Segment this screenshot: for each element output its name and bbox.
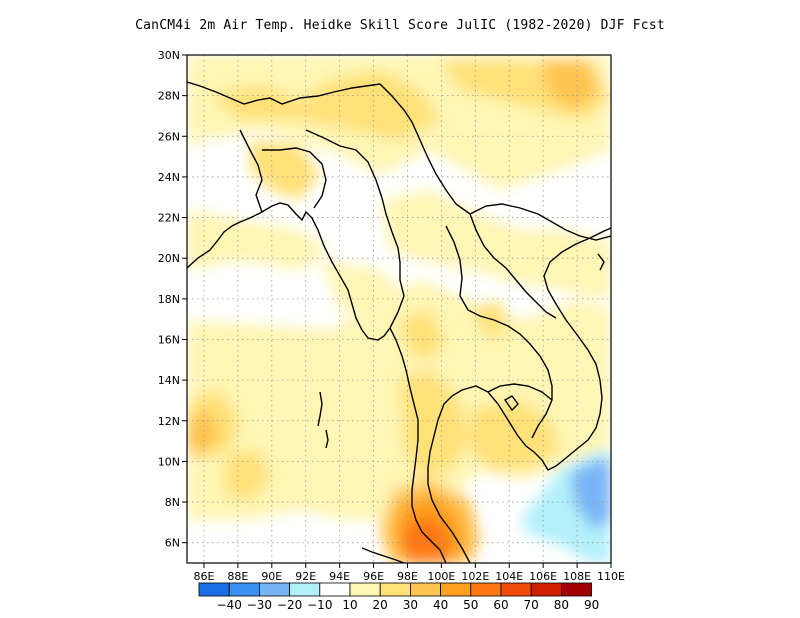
- colorbar-label: 80: [554, 598, 569, 612]
- lon-tick-label: 88E: [227, 570, 248, 583]
- lat-tick-label: 28N: [158, 90, 180, 103]
- colorbar-box: [349, 582, 381, 597]
- colorbar-box: [319, 582, 351, 597]
- latitude-ticks: 6N 8N 10N 12N 14N 16N 18N 20N 22N 24N 26N 28N 30N: [158, 49, 187, 550]
- colorbar-box: [258, 582, 290, 597]
- colorbar-box: [409, 582, 441, 597]
- longitude-ticks: 86E 88E 90E 92E 94E 96E 98E 100E 102E 104E 106E 108…: [193, 563, 625, 583]
- lat-tick-label: 14N: [158, 374, 180, 387]
- lat-tick-label: 20N: [158, 252, 180, 265]
- map-title: CanCM4i 2m Air Temp. Heidke Skill Score …: [135, 18, 665, 33]
- map-grid: [187, 55, 611, 563]
- colorbar: −40 −30 −20 −10 10 20 30 40 50 60 70 80 90: [198, 582, 599, 612]
- lon-tick-label: 104E: [495, 570, 523, 583]
- lon-tick-label: 108E: [563, 570, 591, 583]
- lon-tick-label: 90E: [261, 570, 282, 583]
- lat-tick-label: 26N: [158, 130, 180, 143]
- colorbar-box: [228, 582, 260, 597]
- colorbar-box: [198, 582, 230, 597]
- colorbar-label: 40: [433, 598, 448, 612]
- colorbar-box: [379, 582, 411, 597]
- colorbar-box: [289, 582, 321, 597]
- colorbar-box: [561, 582, 593, 597]
- colorbar-label: 20: [373, 598, 388, 612]
- lat-tick-label: 24N: [158, 171, 180, 184]
- colorbar-label: 50: [463, 598, 478, 612]
- colorbar-label: 10: [342, 598, 357, 612]
- lat-tick-label: 6N: [165, 537, 180, 550]
- lat-tick-label: 8N: [165, 496, 180, 509]
- lat-tick-label: 22N: [158, 212, 180, 225]
- lon-tick-label: 98E: [397, 570, 418, 583]
- colorbar-label: 90: [584, 598, 599, 612]
- lat-tick-label: 12N: [158, 415, 180, 428]
- coastlines-and-borders: [187, 81, 611, 563]
- colorbar-box: [470, 582, 502, 597]
- colorbar-label: −20: [277, 598, 302, 612]
- colorbar-label: 30: [403, 598, 418, 612]
- lat-tick-label: 30N: [158, 49, 180, 62]
- colorbar-label: −10: [307, 598, 332, 612]
- colorbar-label: −40: [217, 598, 242, 612]
- colorbar-box: [500, 582, 532, 597]
- colorbar-label: −30: [247, 598, 272, 612]
- lon-tick-label: 100E: [427, 570, 455, 583]
- lon-tick-label: 106E: [529, 570, 557, 583]
- colorbar-label: 70: [524, 598, 539, 612]
- colorbar-box: [440, 582, 472, 597]
- lat-tick-label: 10N: [158, 455, 180, 468]
- lon-tick-label: 96E: [363, 570, 384, 583]
- lat-tick-label: 18N: [158, 293, 180, 306]
- plot-frame: [186, 54, 612, 564]
- lon-tick-label: 92E: [295, 570, 316, 583]
- lon-tick-label: 102E: [461, 570, 489, 583]
- colorbar-box: [530, 582, 562, 597]
- colorbar-label: 60: [493, 598, 508, 612]
- lon-tick-label: 86E: [193, 570, 214, 583]
- lon-tick-label: 110E: [597, 570, 625, 583]
- lat-tick-label: 16N: [158, 333, 180, 346]
- lon-tick-label: 94E: [329, 570, 350, 583]
